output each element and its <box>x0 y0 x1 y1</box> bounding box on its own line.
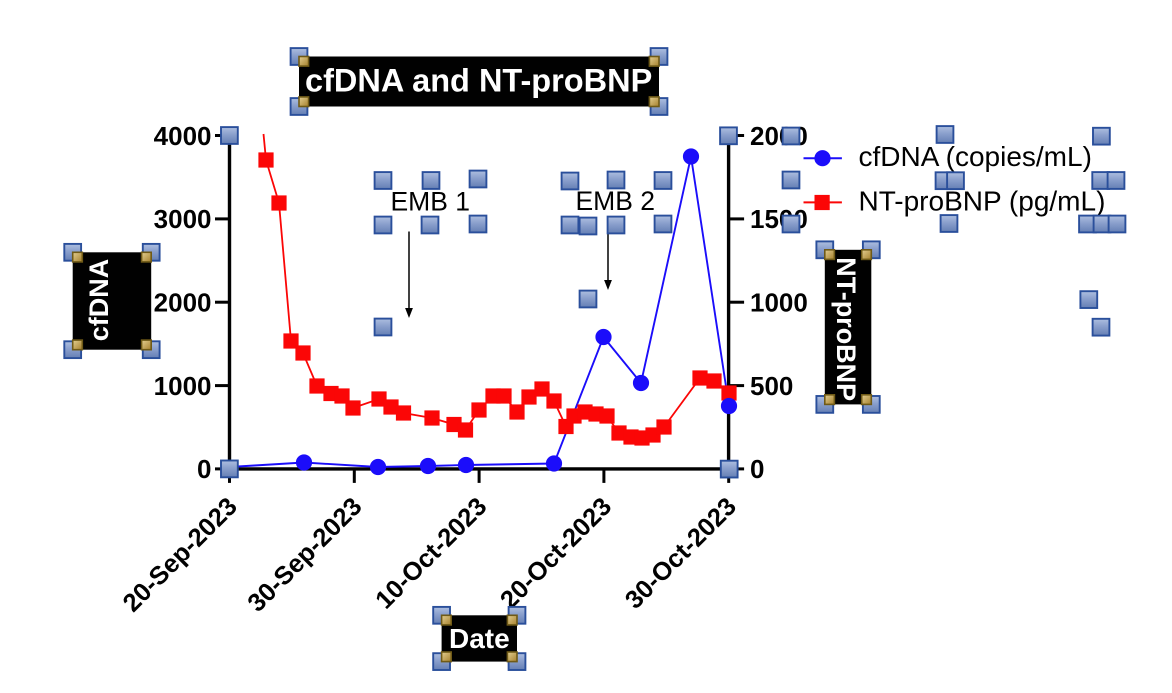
svg-text:EMB 1: EMB 1 <box>391 186 471 216</box>
svg-text:cfDNA: cfDNA <box>84 259 114 342</box>
svg-text:0: 0 <box>197 454 211 484</box>
svg-text:3000: 3000 <box>154 204 212 234</box>
svg-text:2000: 2000 <box>154 288 212 318</box>
svg-text:0: 0 <box>750 454 764 484</box>
svg-text:cfDNA and NT-proBNP: cfDNA and NT-proBNP <box>305 63 652 99</box>
svg-text:500: 500 <box>750 371 793 401</box>
svg-text:1000: 1000 <box>154 371 212 401</box>
svg-text:NT-proBNP: NT-proBNP <box>831 257 861 401</box>
svg-text:cfDNA (copies/mL): cfDNA (copies/mL) <box>859 141 1092 172</box>
svg-text:1000: 1000 <box>750 288 808 318</box>
svg-text:EMB 2: EMB 2 <box>576 186 656 216</box>
svg-text:NT-proBNP (pg/mL): NT-proBNP (pg/mL) <box>859 185 1106 216</box>
svg-text:4000: 4000 <box>154 121 212 151</box>
svg-text:Date: Date <box>449 623 510 654</box>
